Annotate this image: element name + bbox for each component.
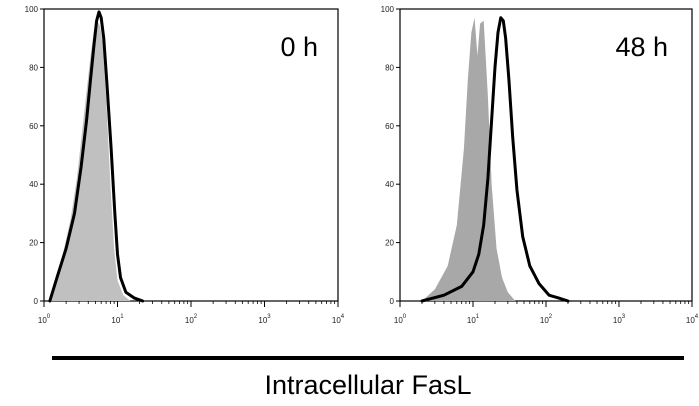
panel-time-label: 48 h [615,32,668,62]
x-axis-title: Intracellular FasL [264,370,471,400]
panel-time-label: 0 h [280,32,318,62]
series-1-black-histogram [48,10,145,303]
y-tick-label: 40 [29,180,38,189]
y-tick-label: 60 [29,122,38,131]
y-tick-label: 80 [29,63,38,72]
panel-0h: 0 20 40 60 80 100 100 101 102 103 104 0 h [25,5,345,325]
x-tick-label: 102 [540,314,553,325]
plot-frame [399,8,693,302]
x-tick-label: 101 [467,314,480,325]
y-tick-label: 0 [34,297,39,306]
y-tick-label: 20 [29,239,38,248]
x-tick-label: 100 [38,314,51,325]
x-tick-label: 103 [613,314,626,325]
x-tick-label: 104 [332,314,345,325]
y-tick-label: 80 [385,63,394,72]
x-tick-label: 100 [394,314,407,325]
x-tick-label: 103 [258,314,271,325]
y-tick-label: 60 [385,122,394,131]
y-tick-label: 100 [25,5,39,14]
y-tick-label: 100 [381,5,395,14]
y-tick-label: 0 [390,297,395,306]
panel-48h: 0 20 40 60 80 100 100 101 102 103 104 48 h [381,5,699,325]
series-0-gray-histogram [421,17,516,301]
series-1-black-histogram [420,16,570,303]
x-tick-label: 102 [185,314,198,325]
x-tick-label: 101 [111,314,124,325]
y-tick-label: 40 [385,180,394,189]
y-tick-label: 20 [385,239,394,248]
x-tick-label: 104 [686,314,699,325]
